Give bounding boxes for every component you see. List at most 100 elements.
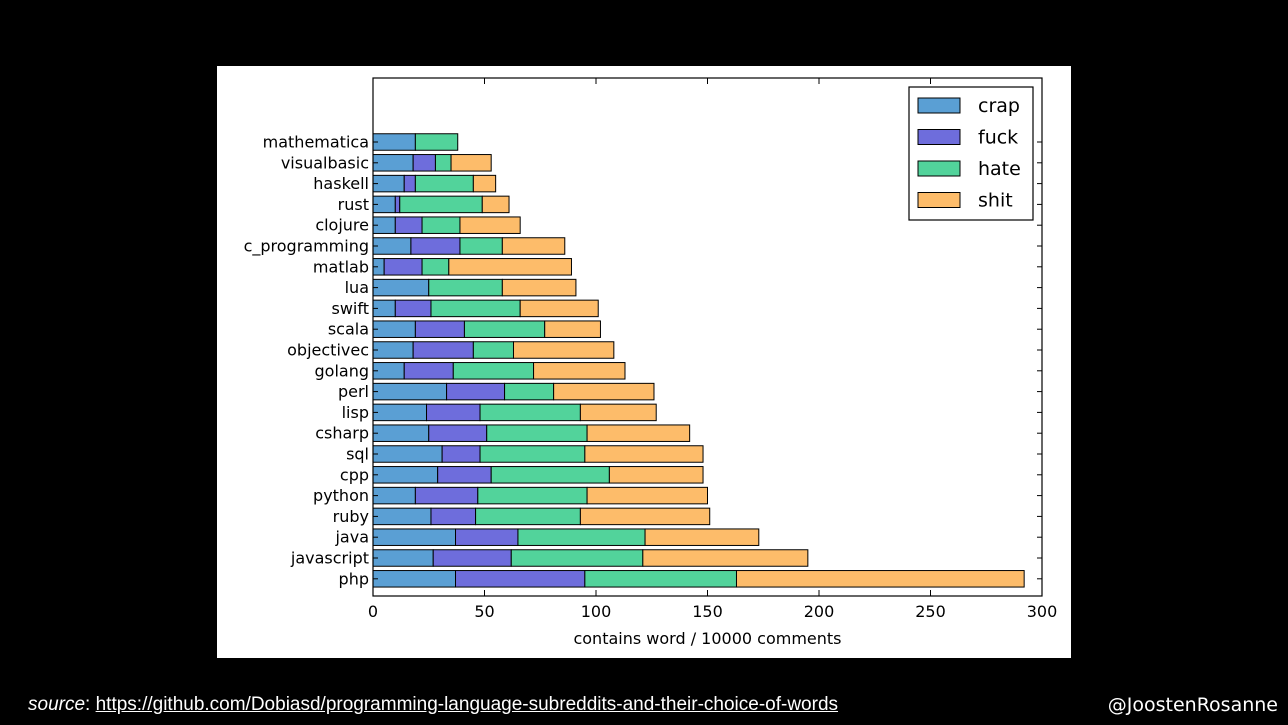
- legend-label-hate: hate: [978, 158, 1021, 180]
- ytick-label-c_programming: c_programming: [244, 237, 369, 257]
- legend-label-fuck: fuck: [978, 127, 1018, 149]
- bar-csharp-crap: [372, 424, 430, 442]
- bar-golang-fuck: [403, 362, 454, 380]
- bar-mathematica-crap: [372, 133, 416, 151]
- bar-visualbasic-crap: [372, 154, 414, 172]
- bar-sql-fuck: [441, 445, 481, 463]
- xtick-label-50: 50: [474, 602, 494, 621]
- bar-visualbasic-fuck: [412, 154, 436, 172]
- source-link[interactable]: https://github.com/Dobiasd/programming-l…: [95, 694, 839, 715]
- xtick-label-250: 250: [915, 602, 946, 621]
- ytick-label-java: java: [334, 528, 369, 547]
- bar-php-shit: [735, 570, 1025, 588]
- bar-visualbasic-shit: [450, 154, 492, 172]
- bar-sql-shit: [584, 445, 704, 463]
- bar-csharp-hate: [486, 424, 588, 442]
- bar-swift-hate: [430, 299, 521, 318]
- bar-perl-fuck: [446, 382, 506, 401]
- source-separator: :: [85, 694, 96, 715]
- bar-c_programming-shit: [501, 237, 566, 255]
- bar-scala-shit: [544, 320, 601, 338]
- ytick-label-perl: perl: [338, 382, 369, 401]
- bar-ruby-fuck: [430, 507, 477, 526]
- bar-matlab-hate: [421, 258, 450, 276]
- bar-csharp-shit: [586, 424, 691, 442]
- ytick-label-lisp: lisp: [342, 403, 369, 422]
- bar-golang-hate: [452, 362, 535, 380]
- ytick-label-visualbasic: visualbasic: [281, 153, 369, 172]
- bar-php-crap: [372, 570, 457, 588]
- ytick-label-golang: golang: [315, 361, 370, 380]
- bar-scala-crap: [372, 320, 416, 338]
- ytick-label-cpp: cpp: [340, 465, 369, 484]
- legend-label-crap: crap: [978, 95, 1020, 117]
- xtick-label-150: 150: [692, 602, 723, 621]
- bar-csharp-fuck: [428, 424, 488, 442]
- bar-php-hate: [584, 570, 737, 588]
- bar-golang-shit: [533, 362, 626, 380]
- bar-clojure-hate: [421, 216, 461, 234]
- bar-perl-hate: [504, 382, 555, 401]
- bar-lua-shit: [501, 278, 577, 297]
- ytick-label-csharp: csharp: [315, 424, 369, 443]
- bar-swift-shit: [519, 299, 599, 318]
- bar-python-shit: [586, 486, 708, 505]
- bar-java-hate: [517, 528, 646, 546]
- bar-javascript-shit: [642, 549, 809, 567]
- bar-cpp-shit: [608, 466, 704, 484]
- ytick-label-swift: swift: [332, 299, 370, 318]
- bar-ruby-shit: [579, 507, 711, 526]
- ytick-label-javascript: javascript: [290, 549, 369, 568]
- bar-python-crap: [372, 486, 416, 505]
- bar-lisp-crap: [372, 403, 428, 422]
- ytick-label-objectivec: objectivec: [287, 341, 369, 360]
- bar-clojure-shit: [459, 216, 521, 234]
- ytick-label-matlab: matlab: [313, 257, 369, 276]
- bar-javascript-crap: [372, 549, 434, 567]
- bar-rust-shit: [481, 195, 510, 214]
- bar-sql-hate: [479, 445, 586, 463]
- x-axis-label: contains word / 10000 comments: [573, 629, 841, 648]
- ytick-label-sql: sql: [346, 445, 369, 464]
- bar-ruby-hate: [475, 507, 581, 526]
- bar-objectivec-shit: [512, 341, 615, 359]
- source-citation: source: https://github.com/Dobiasd/progr…: [28, 694, 838, 716]
- bar-cpp-hate: [490, 466, 610, 484]
- bar-mathematica-hate: [414, 133, 459, 151]
- ytick-label-ruby: ruby: [333, 507, 369, 526]
- bar-ruby-crap: [372, 507, 432, 526]
- bar-perl-crap: [372, 382, 448, 401]
- ytick-label-python: python: [313, 486, 369, 505]
- ytick-label-php: php: [339, 569, 369, 588]
- author-handle: @JoostenRosanne: [1107, 694, 1278, 716]
- bar-java-fuck: [455, 528, 519, 546]
- bar-haskell-shit: [472, 174, 497, 193]
- bar-swift-fuck: [394, 299, 432, 318]
- bar-rust-hate: [399, 195, 483, 214]
- ytick-label-clojure: clojure: [315, 216, 369, 235]
- bar-python-hate: [477, 486, 588, 505]
- bar-haskell-fuck: [403, 174, 416, 193]
- bar-java-crap: [372, 528, 457, 546]
- bar-objectivec-hate: [472, 341, 514, 359]
- bar-rust-fuck: [394, 195, 401, 214]
- bar-lua-crap: [372, 278, 430, 297]
- xtick-label-200: 200: [804, 602, 835, 621]
- bar-lisp-shit: [579, 403, 657, 422]
- bar-scala-fuck: [414, 320, 465, 338]
- legend-swatch-hate: [917, 160, 961, 177]
- ytick-label-rust: rust: [338, 195, 369, 214]
- bar-c_programming-fuck: [410, 237, 461, 255]
- xtick-label-100: 100: [581, 602, 612, 621]
- bar-cpp-fuck: [437, 466, 492, 484]
- source-label: source: [28, 694, 86, 715]
- bar-cpp-crap: [372, 466, 439, 484]
- bar-c_programming-hate: [459, 237, 503, 255]
- bar-matlab-fuck: [383, 258, 423, 276]
- ytick-label-mathematica: mathematica: [263, 133, 369, 152]
- bar-php-fuck: [455, 570, 586, 588]
- legend-swatch-shit: [917, 192, 961, 208]
- bar-matlab-shit: [448, 258, 572, 276]
- bar-sql-crap: [372, 445, 443, 463]
